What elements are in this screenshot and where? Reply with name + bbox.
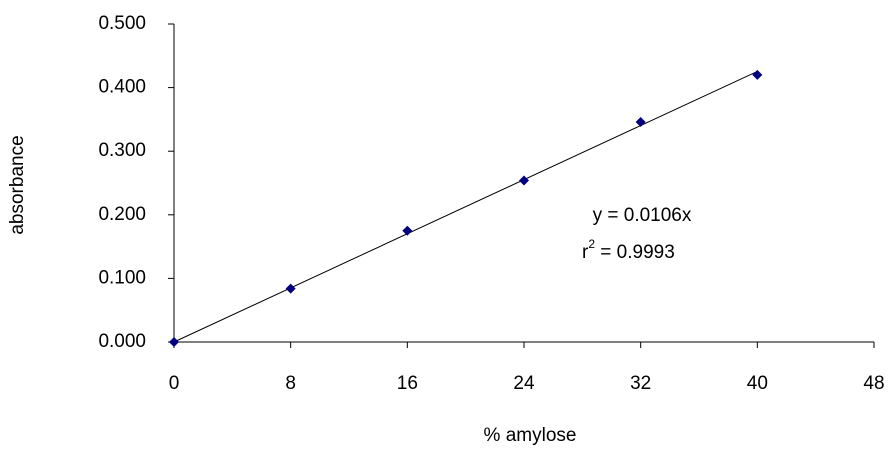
x-tick-label: 24 [513, 373, 535, 394]
data-point [402, 226, 412, 236]
y-tick-label: 0.500 [98, 13, 146, 34]
x-axis-label: % amylose [484, 425, 577, 446]
x-tick-label: 8 [285, 373, 296, 394]
data-point [286, 284, 296, 294]
x-tick-label: 32 [630, 373, 651, 394]
x-tick-label: 48 [863, 373, 884, 394]
y-tick-label: 0.000 [98, 331, 146, 352]
x-tick-label: 40 [747, 373, 768, 394]
x-tick-label: 16 [397, 373, 418, 394]
y-tick-label: 0.100 [98, 267, 146, 288]
y-tick-label: 0.300 [98, 140, 146, 161]
y-tick-label: 0.400 [98, 77, 146, 98]
data-point [169, 337, 179, 347]
r-squared: r2 = 0.9993 [582, 237, 675, 263]
y-axis-label: absorbance [7, 135, 28, 234]
y-tick-label: 0.200 [98, 204, 146, 225]
data-point [636, 117, 646, 127]
data-point [752, 70, 762, 80]
data-point [519, 175, 529, 185]
r-value: = 0.9993 [595, 242, 675, 263]
chart: % amylose absorbance y = 0.0106x r2 = 0.… [0, 0, 893, 450]
equation: y = 0.0106x [593, 205, 692, 226]
x-tick-label: 0 [169, 373, 180, 394]
